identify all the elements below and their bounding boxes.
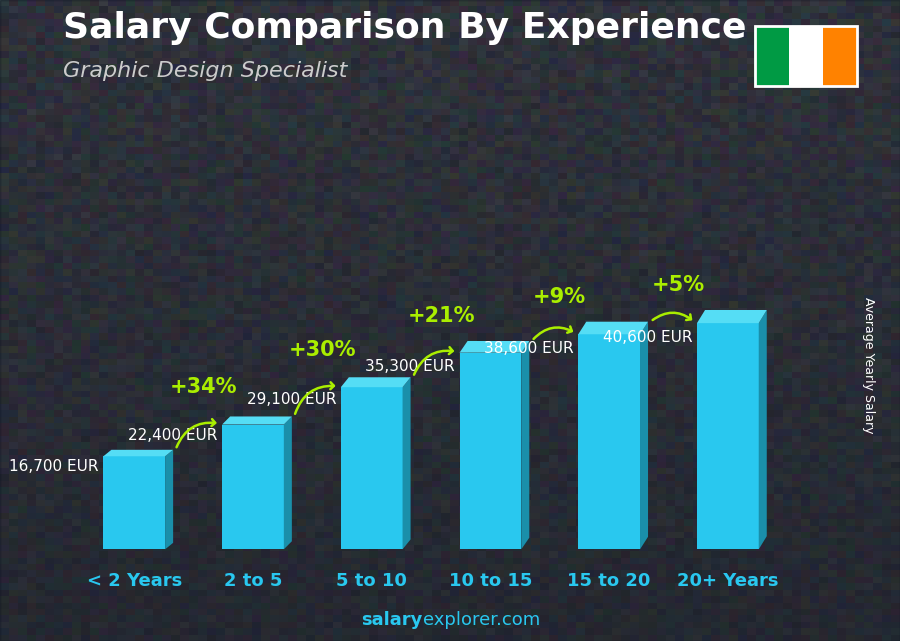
Polygon shape xyxy=(165,450,173,549)
Polygon shape xyxy=(104,450,173,456)
Polygon shape xyxy=(284,417,292,549)
Text: salary: salary xyxy=(362,612,423,629)
Bar xyxy=(579,334,640,549)
Text: +9%: +9% xyxy=(533,287,586,307)
Text: 40,600 EUR: 40,600 EUR xyxy=(603,330,692,345)
Bar xyxy=(697,323,759,549)
Text: +30%: +30% xyxy=(289,340,356,360)
Text: Average Yearly Salary: Average Yearly Salary xyxy=(862,297,875,433)
Polygon shape xyxy=(341,378,410,387)
Text: 38,600 EUR: 38,600 EUR xyxy=(484,341,573,356)
Polygon shape xyxy=(640,322,648,549)
Text: +5%: +5% xyxy=(652,274,705,295)
Text: 35,300 EUR: 35,300 EUR xyxy=(365,358,454,374)
Polygon shape xyxy=(697,310,767,323)
Text: Graphic Design Specialist: Graphic Design Specialist xyxy=(63,61,347,81)
Polygon shape xyxy=(759,310,767,549)
Bar xyxy=(754,26,788,87)
Text: Salary Comparison By Experience: Salary Comparison By Experience xyxy=(63,11,746,45)
Bar xyxy=(788,26,824,87)
Bar xyxy=(341,387,402,549)
Text: 29,100 EUR: 29,100 EUR xyxy=(247,392,336,407)
Polygon shape xyxy=(402,378,410,549)
Text: 22,400 EUR: 22,400 EUR xyxy=(128,428,217,444)
Text: explorer.com: explorer.com xyxy=(423,612,540,629)
Polygon shape xyxy=(222,417,292,424)
Text: +21%: +21% xyxy=(407,306,475,326)
Bar xyxy=(104,456,165,549)
Polygon shape xyxy=(521,341,529,549)
Polygon shape xyxy=(460,341,529,353)
Text: +34%: +34% xyxy=(170,378,238,397)
Bar xyxy=(824,26,858,87)
Polygon shape xyxy=(579,322,648,334)
Text: 16,700 EUR: 16,700 EUR xyxy=(9,459,99,474)
Bar xyxy=(460,353,521,549)
Bar xyxy=(222,424,284,549)
